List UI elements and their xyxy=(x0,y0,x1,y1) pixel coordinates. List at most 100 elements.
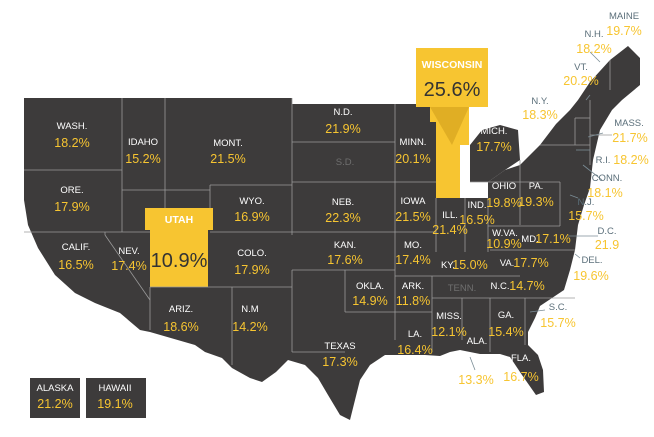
state-name-pa: PA. xyxy=(529,181,544,192)
state-name-nc: N.C. xyxy=(491,281,510,292)
state-value-ks: 17.6% xyxy=(327,253,362,267)
state-value-ar: 11.8% xyxy=(396,294,431,308)
state-value-de: 19.6% xyxy=(573,269,608,283)
state-value-tx: 17.3% xyxy=(322,355,357,369)
state-value-nm: 14.2% xyxy=(232,320,267,334)
state-value-nv: 17.4% xyxy=(111,259,146,273)
state-name-ky: KY. xyxy=(441,260,455,271)
state-value-ny: 18.3% xyxy=(522,108,557,122)
state-name-il: ILL. xyxy=(442,210,458,221)
state-value-fl: 16.7% xyxy=(503,370,538,384)
state-value-ri: 18.2% xyxy=(613,153,648,167)
state-value-md: 17.1% xyxy=(535,232,570,246)
hawaii-box xyxy=(86,378,146,418)
state-name-tx: TEXAS xyxy=(324,341,355,352)
state-name-vt: VT. xyxy=(574,62,588,73)
wisconsin-pointer xyxy=(430,107,469,145)
state-value-ky: 15.0% xyxy=(452,258,487,272)
leader-lines xyxy=(469,51,604,371)
state-value-hi: 19.1% xyxy=(97,397,132,411)
state-name-ri: R.I. xyxy=(596,155,611,166)
state-value-wv: 10.9% xyxy=(486,237,521,251)
state-name-mn: MINN. xyxy=(400,137,427,148)
state-name-hi: HAWAII xyxy=(98,383,131,394)
state-name-dc: D.C. xyxy=(598,226,617,237)
state-name-ca: CALIF. xyxy=(62,242,91,253)
state-value-id: 15.2% xyxy=(125,152,160,166)
state-name-wi: WISCONSIN xyxy=(422,59,483,71)
state-value-ne: 22.3% xyxy=(325,211,360,225)
state-name-nd: N.D. xyxy=(334,107,353,118)
west-central-landmass xyxy=(24,46,640,420)
state-name-fl: FLA. xyxy=(511,353,531,364)
state-value-va: 17.7% xyxy=(513,256,548,270)
state-value-il: 21.4% xyxy=(432,223,467,237)
utah-callout-tab xyxy=(145,208,213,230)
state-name-ny: N.Y. xyxy=(531,96,548,107)
state-name-mi: MICH. xyxy=(481,126,508,137)
state-value-nc: 14.7% xyxy=(509,279,544,293)
state-name-me: MAINE xyxy=(609,11,639,22)
state-name-or: ORE. xyxy=(60,185,83,196)
state-name-wa: WASH. xyxy=(57,121,88,132)
state-value-ca: 16.5% xyxy=(58,258,93,272)
state-name-ia: IOWA xyxy=(401,196,427,207)
state-value-wy: 16.9% xyxy=(234,210,269,224)
state-name-ak: ALASKA xyxy=(37,383,75,394)
state-name-wv: W.VA. xyxy=(492,228,518,239)
state-value-oh: 19.8% xyxy=(486,196,521,210)
state-name-nh: N.H. xyxy=(585,29,604,40)
state-value-sc: 15.7% xyxy=(540,316,575,330)
state-name-sd: S.D. xyxy=(336,157,354,168)
state-name-mo: MO. xyxy=(404,240,422,251)
alaska-box xyxy=(30,378,80,418)
state-name-nj: N.J. xyxy=(578,197,595,208)
state-name-al: ALA. xyxy=(467,336,488,347)
state-value-mt: 21.5% xyxy=(210,152,245,166)
state-value-az: 18.6% xyxy=(163,320,198,334)
state-name-ga: GA. xyxy=(498,310,514,321)
state-name-sc: S.C. xyxy=(549,302,567,313)
state-value-mn: 20.1% xyxy=(395,152,430,166)
state-value-me: 19.7% xyxy=(606,24,641,38)
state-name-la: LA. xyxy=(408,329,422,340)
state-borders xyxy=(24,60,612,365)
state-name-ma: MASS. xyxy=(614,118,644,129)
state-name-md: MD. xyxy=(521,234,538,245)
state-value-nj: 15.7% xyxy=(568,209,603,223)
state-name-tn: TENN. xyxy=(448,283,477,294)
state-name-ct: CONN. xyxy=(592,173,623,184)
state-name-in: IND. xyxy=(468,200,487,211)
state-name-ok: OKLA. xyxy=(356,281,384,292)
state-value-wa: 18.2% xyxy=(54,136,89,150)
state-name-mt: MONT. xyxy=(213,138,243,149)
state-name-nv: NEV. xyxy=(118,246,139,257)
state-name-wy: WYO. xyxy=(239,196,264,207)
state-name-ut: UTAH xyxy=(165,214,193,226)
state-name-va: VA. xyxy=(500,258,515,269)
state-value-ak: 21.2% xyxy=(37,397,72,411)
state-name-ks: KAN. xyxy=(334,240,356,251)
state-value-la: 16.4% xyxy=(397,343,432,357)
state-value-wi: 25.6% xyxy=(424,79,481,101)
michigan-upper xyxy=(470,125,520,182)
state-value-mi: 17.7% xyxy=(476,140,511,154)
state-value-pa: 19.3% xyxy=(518,195,553,209)
state-value-nd: 21.9% xyxy=(325,122,360,136)
state-value-ct: 18.1% xyxy=(587,186,622,200)
state-name-oh: OHIO xyxy=(492,181,516,192)
utah-shape xyxy=(150,230,208,287)
state-value-vt: 20.2% xyxy=(563,74,598,88)
state-value-ma: 21.7% xyxy=(612,131,647,145)
state-labels: WASH. 18.2% ORE. 17.9% CALIF. 16.5% IDAH… xyxy=(37,11,649,411)
state-value-nh: 18.2% xyxy=(576,42,611,56)
state-value-ok: 14.9% xyxy=(352,294,387,308)
state-name-de: DEL. xyxy=(581,255,602,266)
state-name-id: IDAHO xyxy=(128,137,158,148)
land-shapes xyxy=(24,46,640,420)
state-value-ms: 12.1% xyxy=(431,325,466,339)
state-value-co: 17.9% xyxy=(234,263,269,277)
state-value-mo: 17.4% xyxy=(395,253,430,267)
state-name-ne: NEB. xyxy=(332,197,354,208)
